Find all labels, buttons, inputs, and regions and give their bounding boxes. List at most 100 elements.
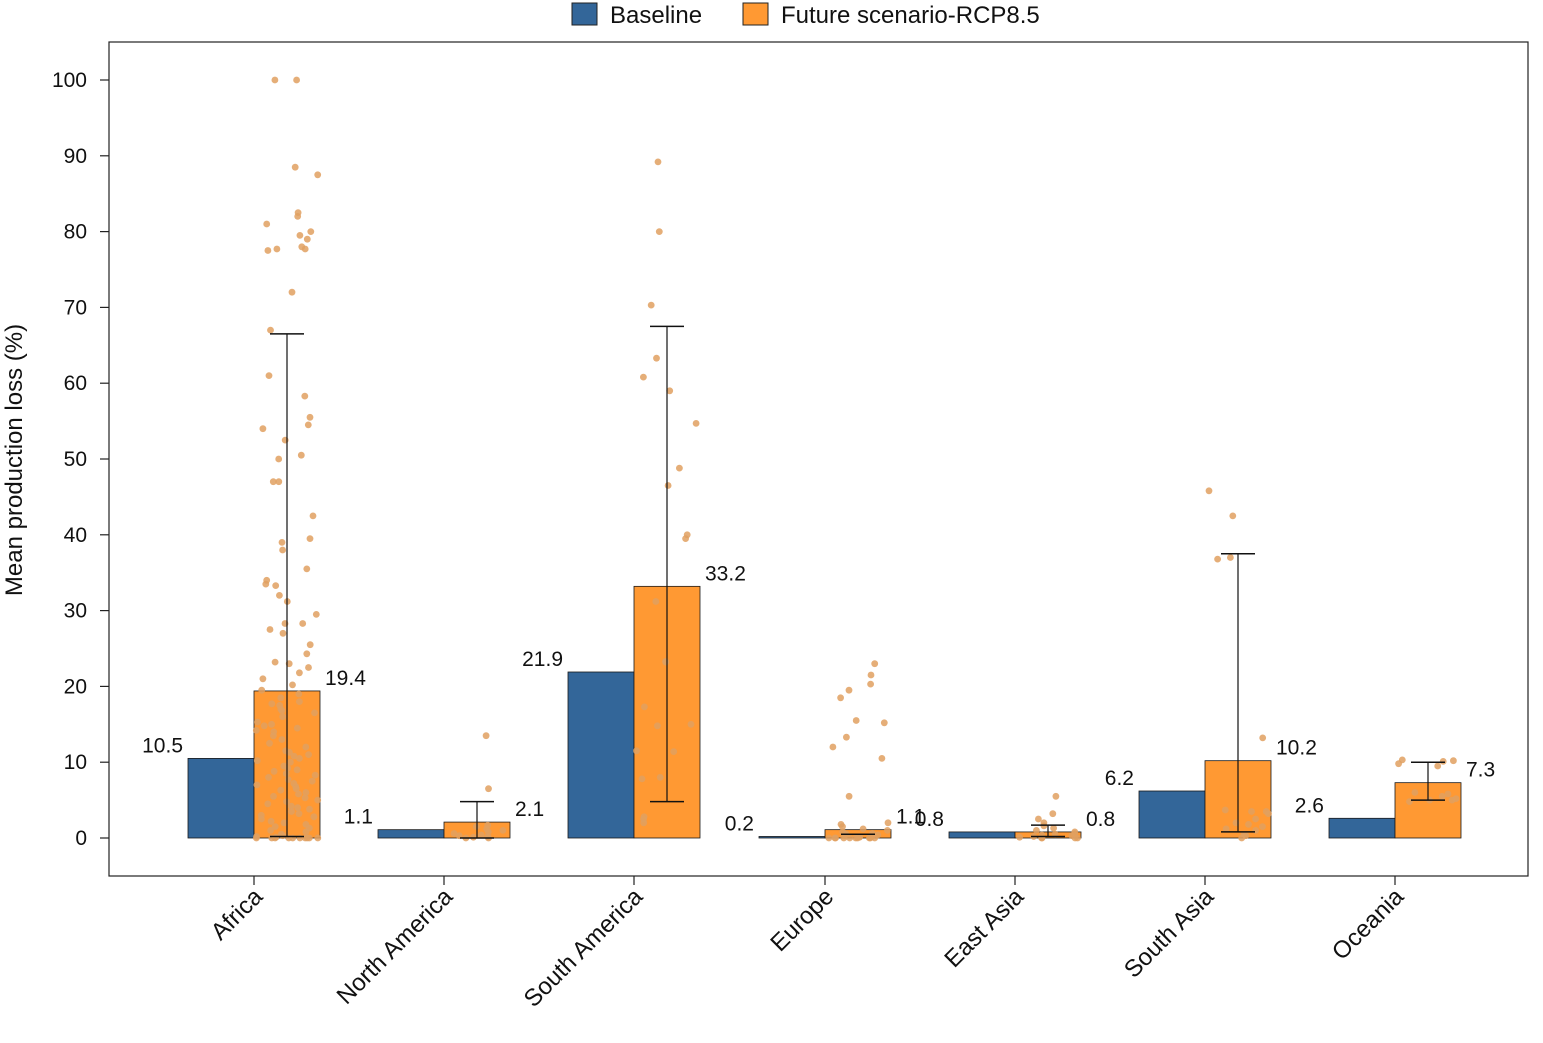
data-point-africa-78 <box>293 766 301 774</box>
y-tick-label-20: 20 <box>64 675 87 698</box>
data-point-africa-11 <box>273 245 281 253</box>
data-point-africa-51 <box>277 694 285 702</box>
data-point-africa-113 <box>279 832 287 840</box>
data-point-south-asia-13 <box>1222 825 1230 833</box>
data-point-south-america-1 <box>655 228 663 236</box>
data-point-africa-62 <box>293 724 301 732</box>
data-point-south-america-3 <box>653 354 660 362</box>
data-point-africa-23 <box>275 455 283 463</box>
data-point-south-america-13 <box>662 658 670 666</box>
data-point-south-asia-1 <box>1229 512 1237 520</box>
y-axis-ticks: 0 10 20 30 40 50 60 70 80 90 100 <box>52 69 109 850</box>
data-point-africa-40 <box>279 629 287 637</box>
data-point-africa-83 <box>284 776 292 783</box>
data-point-europe-7 <box>843 733 850 741</box>
data-point-europe-1 <box>867 671 875 679</box>
data-point-africa-99 <box>306 805 313 813</box>
data-point-south-america-2 <box>647 301 655 309</box>
data-point-africa-111 <box>302 828 310 836</box>
data-point-europe-4 <box>837 694 844 702</box>
data-point-africa-34 <box>276 592 283 599</box>
data-point-africa-3 <box>314 171 322 179</box>
data-point-africa-68 <box>302 743 310 751</box>
data-point-europe-10 <box>845 792 853 800</box>
data-point-oceania-7 <box>1438 792 1446 800</box>
data-point-africa-52 <box>296 698 303 705</box>
data-point-south-asia-4 <box>1259 734 1267 742</box>
bar-baseline-oceania <box>1328 817 1396 839</box>
data-point-africa-29 <box>279 546 286 554</box>
data-point-europe-6 <box>880 719 888 727</box>
data-point-oceania-4 <box>1434 762 1442 770</box>
value-label-baseline-africa: 10.5 <box>142 734 183 757</box>
value-label-future-oceania: 7.3 <box>1466 759 1495 782</box>
value-label-future-east-asia: 0.8 <box>1086 808 1115 831</box>
data-point-europe-32 <box>852 834 860 842</box>
data-point-africa-72 <box>290 752 298 760</box>
data-point-south-america-11 <box>652 598 660 605</box>
data-point-africa-94 <box>314 796 322 804</box>
data-point-south-america-7 <box>676 464 683 472</box>
data-point-north-america-7 <box>450 830 458 837</box>
value-label-future-south-america: 33.2 <box>705 562 746 585</box>
data-point-africa-1 <box>271 76 279 84</box>
data-point-europe-29 <box>825 834 833 842</box>
data-point-africa-15 <box>267 326 274 334</box>
legend: Baseline Future scenario-RCP8.5 <box>571 2 1040 29</box>
data-point-africa-96 <box>264 800 272 808</box>
value-label-baseline-europe: 0.2 <box>725 812 754 835</box>
data-point-africa-82 <box>265 774 272 781</box>
data-point-africa-32 <box>262 580 270 588</box>
y-tick-label-0: 0 <box>75 827 87 850</box>
data-point-africa-30 <box>303 565 311 573</box>
data-point-south-asia-7 <box>1248 808 1255 815</box>
data-point-africa-18 <box>306 413 314 421</box>
data-point-east-asia-1 <box>1049 810 1057 818</box>
data-point-africa-58 <box>279 713 287 721</box>
data-point-africa-91 <box>295 790 302 798</box>
data-point-south-america-0 <box>654 158 662 166</box>
data-point-africa-49 <box>258 686 266 694</box>
data-point-africa-47 <box>259 675 267 683</box>
data-point-north-america-5 <box>499 827 507 834</box>
data-point-africa-20 <box>259 425 267 433</box>
y-tick-label-30: 30 <box>64 600 87 623</box>
data-point-oceania-11 <box>1406 798 1413 805</box>
data-point-africa-61 <box>260 722 268 730</box>
data-point-africa-65 <box>270 732 277 740</box>
value-label-baseline-south-asia: 6.2 <box>1105 767 1134 790</box>
data-point-east-asia-5 <box>1050 824 1057 832</box>
data-point-north-america-8 <box>477 831 485 839</box>
data-point-africa-105 <box>267 817 275 825</box>
data-point-south-america-10 <box>682 535 689 542</box>
data-point-oceania-10 <box>1448 796 1456 804</box>
legend-swatch-future <box>742 2 769 26</box>
data-point-africa-41 <box>306 641 314 649</box>
data-point-south-asia-8 <box>1265 810 1272 818</box>
data-point-east-asia-13 <box>1016 833 1023 841</box>
data-point-africa-70 <box>286 748 293 756</box>
value-label-baseline-north-america: 1.1 <box>344 806 373 829</box>
bar-baseline-south-asia <box>1138 790 1206 839</box>
value-label-future-south-asia: 10.2 <box>1276 737 1317 760</box>
data-point-south-america-16 <box>654 722 661 730</box>
legend-label-baseline: Baseline <box>610 2 702 29</box>
data-point-north-america-1 <box>485 785 492 793</box>
data-point-africa-5 <box>294 213 302 220</box>
legend-label-future: Future scenario-RCP8.5 <box>781 2 1040 29</box>
data-point-africa-43 <box>271 658 279 666</box>
data-point-north-america-11 <box>470 833 477 841</box>
data-point-africa-2 <box>291 163 299 171</box>
data-point-south-asia-3 <box>1214 555 1221 563</box>
data-point-africa-9 <box>303 235 311 243</box>
data-point-africa-75 <box>287 758 294 766</box>
error-bars <box>270 325 1445 839</box>
data-point-africa-119 <box>314 834 322 842</box>
data-point-africa-25 <box>275 478 283 486</box>
data-point-africa-33 <box>272 582 280 589</box>
data-point-africa-79 <box>270 767 278 775</box>
y-tick-label-50: 50 <box>64 448 87 471</box>
data-point-africa-123 <box>253 834 260 842</box>
data-point-africa-121 <box>305 834 313 842</box>
